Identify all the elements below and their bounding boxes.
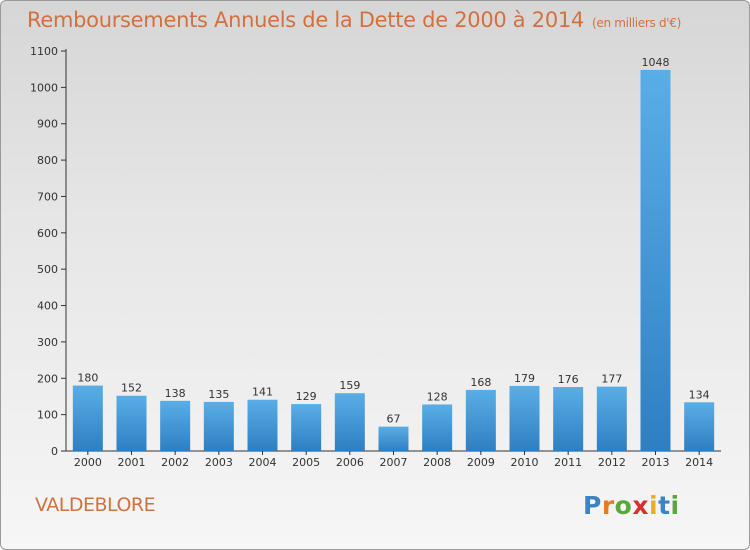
y-tick-label: 300 — [37, 336, 58, 349]
x-tick-label: 2008 — [423, 456, 451, 469]
bar-value-label: 180 — [77, 372, 98, 385]
y-tick-label: 100 — [37, 409, 58, 422]
x-tick-label: 2006 — [336, 456, 364, 469]
bar — [509, 385, 540, 451]
x-tick-label: 2012 — [598, 456, 626, 469]
bar-value-label: 176 — [558, 373, 579, 386]
bar-value-label: 152 — [121, 382, 142, 395]
x-tick-label: 2003 — [205, 456, 233, 469]
y-tick-label: 0 — [51, 445, 58, 458]
bar — [291, 404, 322, 451]
bar — [422, 404, 453, 451]
x-tick-label: 2014 — [685, 456, 713, 469]
commune-name: VALDEBLORE — [35, 494, 156, 516]
x-tick-label: 2004 — [249, 456, 277, 469]
y-tick-label: 500 — [37, 263, 58, 276]
bar — [72, 385, 103, 451]
x-tick-label: 2001 — [118, 456, 146, 469]
bar — [640, 69, 671, 451]
y-tick-label: 1000 — [30, 81, 58, 94]
bar-value-label: 129 — [296, 390, 317, 403]
bar-value-label: 141 — [252, 386, 273, 399]
bar-value-label: 134 — [689, 388, 710, 401]
bar — [378, 426, 409, 451]
x-tick-label: 2011 — [554, 456, 582, 469]
bar — [596, 386, 627, 451]
bar — [465, 389, 496, 451]
chart-title-text: Remboursements Annuels de la Dette de 20… — [27, 8, 584, 32]
bar — [160, 400, 191, 451]
bar-value-label: 138 — [165, 387, 186, 400]
bar — [553, 387, 584, 451]
bar-value-label: 135 — [208, 388, 229, 401]
y-tick-label: 700 — [37, 190, 58, 203]
x-tick-label: 2000 — [74, 456, 102, 469]
y-tick-label: 1100 — [30, 45, 58, 58]
bar — [334, 393, 365, 451]
x-tick-label: 2005 — [292, 456, 320, 469]
bar-value-label: 67 — [387, 413, 401, 426]
y-tick-label: 800 — [37, 154, 58, 167]
bar-value-label: 128 — [427, 390, 448, 403]
proxiti-logo[interactable]: Proxiti — [583, 491, 680, 520]
y-tick-label: 200 — [37, 372, 58, 385]
x-tick-label: 2002 — [161, 456, 189, 469]
bar — [203, 401, 234, 451]
bar-value-label: 177 — [601, 373, 622, 386]
x-tick-label: 2013 — [642, 456, 670, 469]
bar — [247, 399, 278, 451]
bar-value-label: 168 — [470, 376, 491, 389]
bar-value-label: 159 — [339, 379, 360, 392]
y-tick-label: 400 — [37, 300, 58, 313]
bar-value-label: 179 — [514, 372, 535, 385]
bar-value-label: 1048 — [642, 56, 670, 69]
x-tick-label: 2007 — [380, 456, 408, 469]
x-tick-label: 2010 — [511, 456, 539, 469]
y-tick-label: 900 — [37, 118, 58, 131]
x-tick-label: 2009 — [467, 456, 495, 469]
chart-title: Remboursements Annuels de la Dette de 20… — [27, 8, 681, 32]
y-tick-label: 600 — [37, 227, 58, 240]
chart-subtitle: (en milliers d'€) — [592, 16, 682, 30]
bar — [684, 402, 715, 451]
bar — [116, 395, 147, 451]
